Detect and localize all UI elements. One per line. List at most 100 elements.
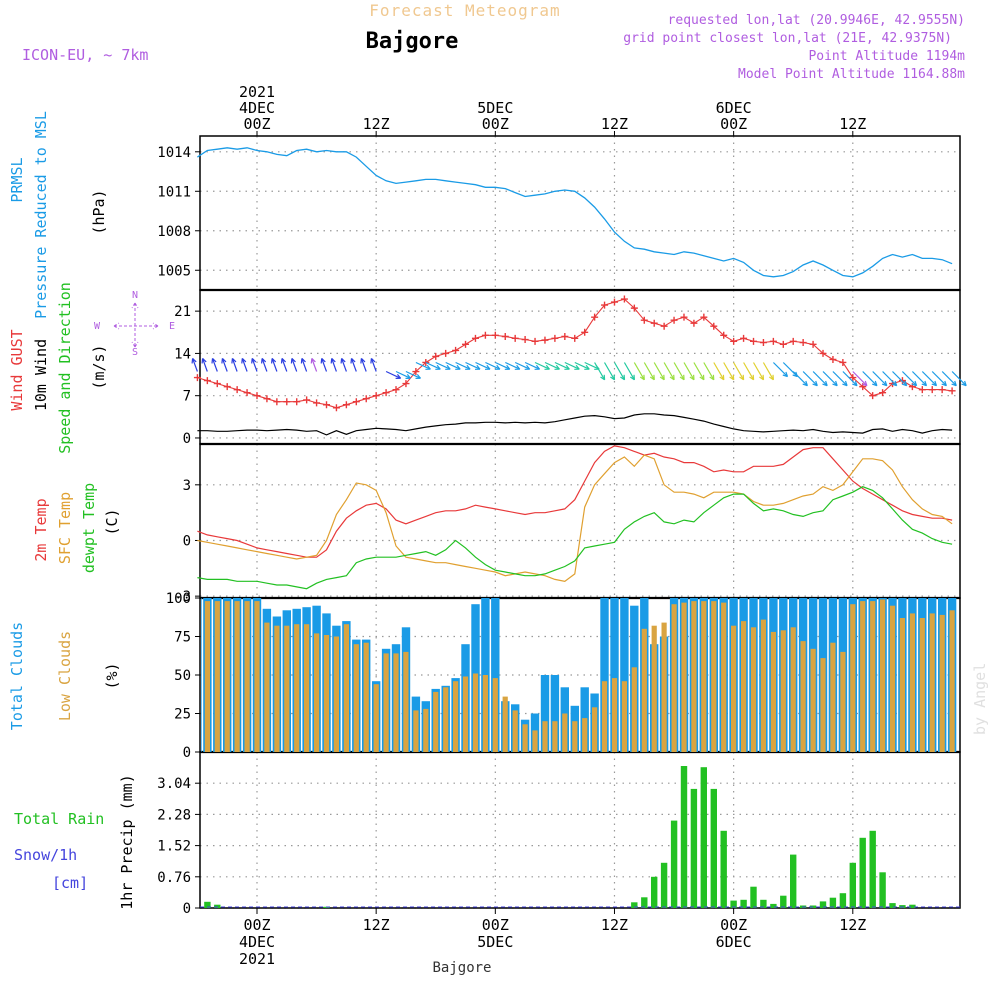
wind-direction-arrow [882, 371, 898, 387]
wind-direction-arrow [832, 371, 848, 387]
low-clouds-bar [731, 625, 737, 752]
wind-arrow-head [679, 374, 685, 381]
compass-s: S [132, 347, 138, 358]
wind-gust-marker [948, 387, 956, 395]
wind-direction-arrow [782, 362, 798, 378]
precip-bar [214, 904, 221, 908]
total-clouds-bar [600, 598, 609, 752]
wind-gust-marker [819, 349, 827, 357]
compass-w: W [94, 321, 101, 332]
precip-bar [740, 899, 747, 908]
y-tick-label: 100 [166, 591, 191, 607]
low-clouds-bar [741, 621, 747, 752]
footer-location: Bajgore [432, 960, 491, 976]
top-time-label: 12Z [839, 115, 866, 133]
wind-gust-marker [670, 316, 678, 324]
wind-arrow-head [699, 374, 705, 381]
temp-2m-label: 2m Temp [32, 498, 50, 561]
legend-snow: Snow/1h [14, 846, 77, 864]
wind-gust-marker [402, 380, 410, 388]
wind-gust-marker [233, 386, 241, 394]
precip-bar [750, 886, 757, 908]
wind-direction-arrow [941, 371, 957, 387]
y-tick-label: 1011 [157, 184, 191, 200]
wind-direction-arrow [603, 362, 616, 381]
wind-arrow-head [435, 364, 441, 370]
y-tick-label: 1.52 [157, 839, 191, 855]
wind-arrow-head [514, 364, 521, 370]
wind-arrow-head [350, 357, 356, 364]
total-clouds-bar [201, 598, 202, 752]
wind-direction-arrow [752, 362, 765, 381]
low-clouds-bar [880, 599, 886, 752]
wind-arrow-head [931, 380, 938, 387]
bottom-time-label: 12Z [601, 916, 628, 934]
wind-arrow-head [629, 374, 635, 381]
wind-gust-marker [809, 340, 817, 348]
wind-arrow-head [455, 364, 461, 370]
low-clouds-bar [889, 605, 896, 752]
wind-direction-arrow [633, 362, 645, 381]
wind-direction-arrow [901, 371, 918, 387]
wind-gust-marker [203, 377, 211, 385]
wind-arrow-head [802, 380, 808, 387]
top-time-label: 12Z [363, 115, 390, 133]
wind-10m-label: 10m Wind [32, 339, 50, 411]
low-clouds-bar [582, 718, 588, 752]
wind-direction-arrow [673, 362, 685, 381]
compass-n: N [132, 290, 138, 301]
location-title: Bajgore [366, 29, 459, 54]
wind-gust-marker [938, 386, 946, 394]
panel-frame [199, 751, 961, 909]
total-clouds-label: Total Clouds [8, 622, 26, 730]
low-clouds-bar [244, 601, 250, 752]
wind-direction-arrow [544, 361, 560, 370]
low-clouds-bar [373, 684, 379, 752]
low-clouds-bar [482, 675, 488, 752]
wind-direction-arrow [653, 362, 665, 381]
wind-gust-marker [610, 298, 618, 306]
model-altitude: Model Point Altitude 1164.88m [738, 67, 965, 82]
wind-gust-marker [452, 346, 460, 354]
precip-bar [730, 900, 737, 908]
low-clouds-bar [284, 625, 290, 752]
precip-bar [859, 837, 866, 908]
low-clouds-bar [492, 678, 498, 752]
wind-gust-marker [591, 313, 599, 321]
total-clouds-bar [620, 598, 629, 752]
wind-direction-arrow [852, 371, 868, 387]
precip-bar [710, 788, 717, 908]
y-tick-label: 1008 [157, 224, 191, 240]
wind-arrow-head [649, 374, 655, 381]
wind-gust-marker [581, 328, 589, 336]
low-clouds-bar [274, 625, 280, 752]
wind-direction-arrow [301, 358, 308, 372]
y-tick-label: 21 [174, 304, 191, 320]
wind-arrow-head [620, 374, 626, 381]
low-clouds-bar [462, 676, 469, 752]
wind-arrow-head [584, 364, 590, 370]
wind-direction-arrow [693, 362, 705, 381]
low-clouds-bar [780, 630, 786, 752]
wind-direction-arrow [475, 361, 491, 370]
wind-arrow-head [689, 374, 695, 381]
precip-bar [204, 901, 211, 908]
top-time-label: 00Z [243, 115, 270, 133]
wind-gust-marker [551, 334, 559, 342]
wind-direction-arrow [663, 362, 675, 381]
wind-arrow-head [911, 380, 918, 387]
low-clouds-bar [413, 710, 419, 752]
wind-direction-arrow [951, 371, 967, 387]
wind-gust-marker [432, 352, 440, 360]
bottom-time-label: 12Z [363, 916, 390, 934]
wind-arrow-head [330, 357, 336, 364]
low-clouds-bar [601, 681, 608, 752]
temp-sfc-label: SFC Temp [56, 492, 74, 564]
wind-direction-arrow [931, 371, 947, 387]
wind-gust-marker [253, 392, 261, 400]
wind-direction-arrow [395, 370, 411, 379]
bottom-time-label: 6DEC [716, 933, 752, 951]
wind-gust-marker [720, 331, 728, 339]
low-clouds-bar [631, 667, 637, 752]
wind-gust-marker [193, 374, 201, 382]
